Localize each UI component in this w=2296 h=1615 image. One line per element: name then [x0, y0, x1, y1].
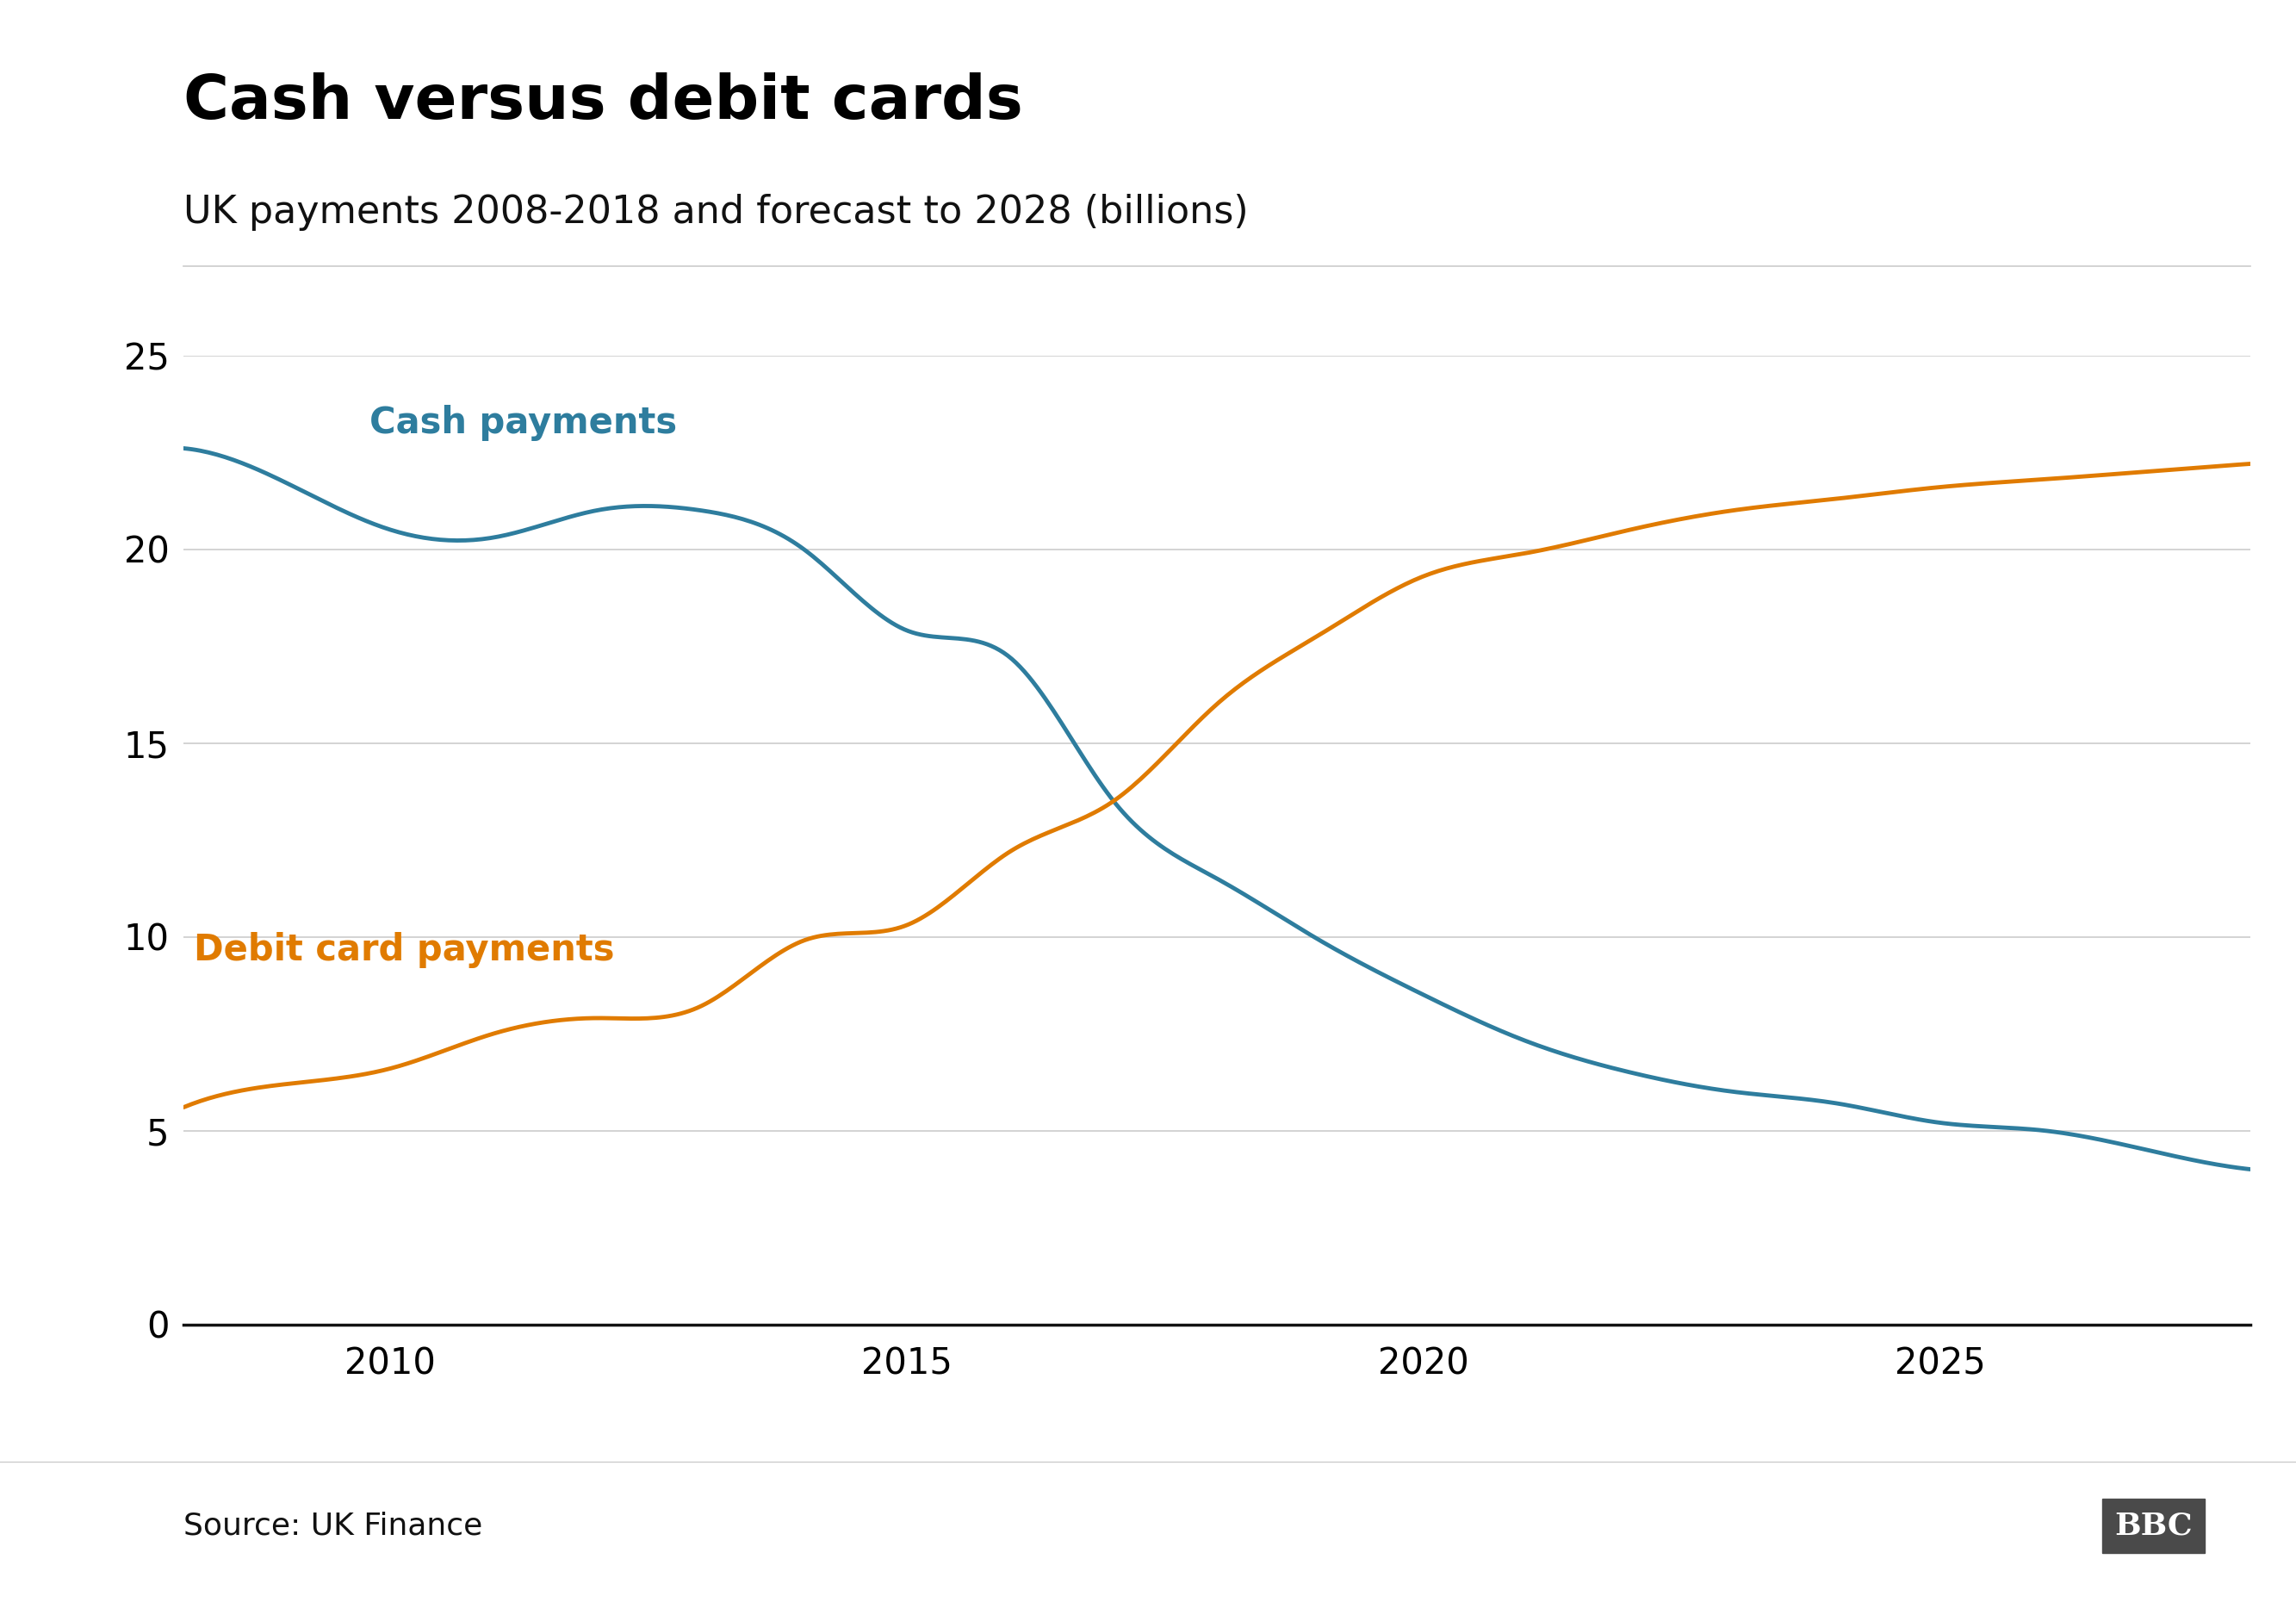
- Text: Cash payments: Cash payments: [370, 404, 677, 441]
- Text: Cash versus debit cards: Cash versus debit cards: [184, 73, 1024, 132]
- Text: Source: UK Finance: Source: UK Finance: [184, 1512, 482, 1541]
- Text: Debit card payments: Debit card payments: [193, 932, 615, 967]
- Text: BBC: BBC: [2115, 1512, 2193, 1541]
- Text: UK payments 2008-2018 and forecast to 2028 (billions): UK payments 2008-2018 and forecast to 20…: [184, 194, 1249, 231]
